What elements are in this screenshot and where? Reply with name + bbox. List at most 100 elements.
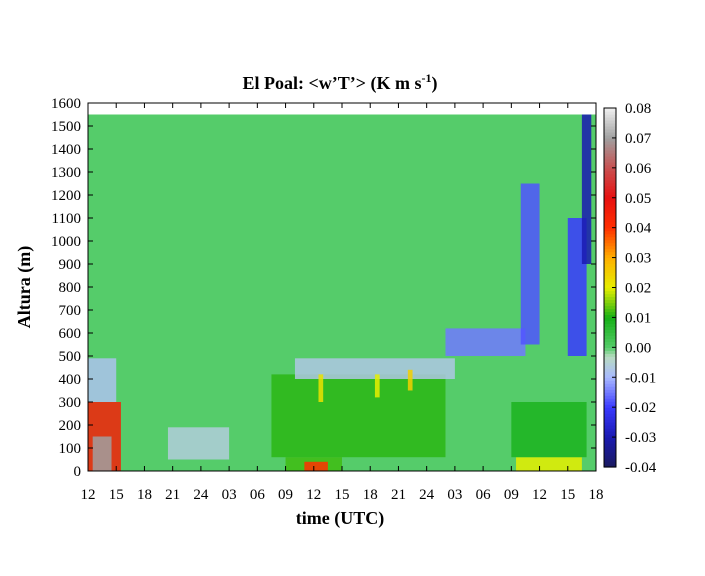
y-tick-label: 0	[74, 464, 82, 480]
colorbar-segment	[604, 108, 616, 112]
colorbar-segment	[604, 428, 616, 432]
colorbar-segment	[604, 149, 616, 154]
colorbar-segment	[604, 248, 616, 253]
colorbar-segment	[604, 431, 616, 435]
colorbar-segment	[604, 299, 616, 304]
colorbar-segment	[604, 314, 616, 319]
colorbar-tick-label: 0.05	[625, 191, 651, 207]
title-suffix: )	[432, 73, 438, 94]
colorbar-segment	[604, 143, 616, 148]
colorbar-segment	[604, 245, 616, 250]
colorbar-segment	[604, 407, 616, 411]
x-tick-label: 18	[589, 487, 604, 503]
colorbar-segment	[604, 275, 616, 280]
y-tick-label: 700	[59, 303, 82, 319]
colorbar-segment	[604, 365, 616, 369]
colorbar-segment	[604, 128, 616, 133]
y-tick-label: 1200	[51, 188, 81, 204]
colorbar-segment	[604, 452, 616, 456]
plot-area	[87, 102, 597, 472]
colorbar-segment	[604, 332, 616, 336]
title-main: El Poal: <w’T’> (K m s	[243, 73, 422, 94]
colorbar-tick-label: 0.04	[625, 221, 652, 237]
colorbar-segment	[604, 266, 616, 271]
colorbar-segment	[604, 218, 616, 223]
colorbar-segment	[604, 200, 616, 205]
colorbar-segment	[604, 353, 616, 357]
colorbar-segment	[604, 401, 616, 405]
colorbar-segment	[604, 194, 616, 199]
colorbar-segment	[604, 116, 616, 121]
colorbar-segment	[604, 131, 616, 136]
x-tick-label: 21	[391, 487, 406, 503]
colorbar-tick-label: 0.01	[625, 310, 651, 326]
colorbar-segment	[604, 347, 616, 351]
colorbar-tick-label: 0.06	[625, 161, 652, 177]
colorbar-segment	[604, 350, 616, 354]
colorbar: 0.08 0.07 0.06 0.05 0.04 0.03 0.02 0.01 0.00 -0.0…	[603, 101, 657, 476]
colorbar-segment	[604, 287, 616, 292]
x-tick-label: 03	[447, 487, 462, 503]
colorbar-tick-label: -0.04	[625, 460, 657, 476]
colorbar-tick-label: -0.01	[625, 370, 656, 386]
colorbar-tick-label: 0.03	[625, 251, 651, 267]
cell-updraft-2	[374, 374, 380, 398]
x-tick-label: 18	[137, 487, 152, 503]
x-tick-label: 12	[532, 487, 547, 503]
x-tick-label: 12	[81, 487, 96, 503]
x-tick-label: 06	[250, 487, 266, 503]
colorbar-segment	[604, 398, 616, 402]
x-tick-label: 24	[419, 487, 435, 503]
colorbar-segment	[604, 344, 616, 348]
colorbar-tick-label: 0.00	[625, 340, 651, 356]
colorbar-segment	[604, 443, 616, 447]
colorbar-segment	[604, 122, 616, 127]
x-tick-label: 18	[363, 487, 378, 503]
x-tick-label: 15	[109, 487, 124, 503]
colorbar-segment	[604, 290, 616, 295]
x-tick-label: 21	[165, 487, 180, 503]
title-superscript: -1	[422, 71, 432, 85]
colorbar-tick-label: -0.02	[625, 400, 656, 416]
colorbar-segment	[604, 179, 616, 184]
x-tick-label: 06	[476, 487, 492, 503]
colorbar-segment	[604, 440, 616, 444]
colorbar-segment	[604, 449, 616, 453]
colorbar-tick-label: 0.02	[625, 281, 651, 297]
colorbar-segment	[604, 302, 616, 307]
colorbar-segment	[604, 242, 616, 247]
colorbar-segment	[604, 362, 616, 366]
y-axis-title: Altura (m)	[14, 246, 35, 328]
colorbar-segment	[604, 185, 616, 190]
cell-layer-top-day2	[294, 358, 455, 379]
cell-surface-day3	[516, 457, 582, 471]
colorbar-segment	[604, 278, 616, 283]
colorbar-segment	[604, 161, 616, 166]
x-tick-label: 03	[222, 487, 237, 503]
colorbar-segment	[604, 209, 616, 214]
y-tick-label: 400	[59, 372, 82, 388]
x-tick-label: 09	[504, 487, 519, 503]
colorbar-segment	[604, 359, 616, 363]
colorbar-segment	[604, 308, 616, 313]
cell-upper-negative-3	[581, 114, 592, 264]
colorbar-segment	[604, 224, 616, 229]
y-tick-label: 800	[59, 280, 82, 296]
colorbar-segment	[604, 257, 616, 262]
colorbar-segment	[604, 260, 616, 265]
colorbar-segment	[604, 176, 616, 181]
colorbar-segment	[604, 191, 616, 196]
colorbar-segment	[604, 341, 616, 345]
y-tick-label: 200	[59, 418, 82, 434]
colorbar-segment	[604, 203, 616, 208]
colorbar-segment	[604, 455, 616, 459]
colorbar-segment	[604, 134, 616, 139]
colorbar-segment	[604, 335, 616, 339]
chart-title: El Poal: <w’T’> (K m s-1)	[243, 71, 438, 94]
colorbar-segment	[604, 410, 616, 414]
colorbar-segment	[604, 374, 616, 378]
colorbar-segment	[604, 215, 616, 220]
colorbar-segment	[604, 230, 616, 235]
y-axis: 0 100 200 300 400 500 600 700 800 900 1000 1100 1200…	[51, 96, 596, 480]
colorbar-segment	[604, 206, 616, 211]
